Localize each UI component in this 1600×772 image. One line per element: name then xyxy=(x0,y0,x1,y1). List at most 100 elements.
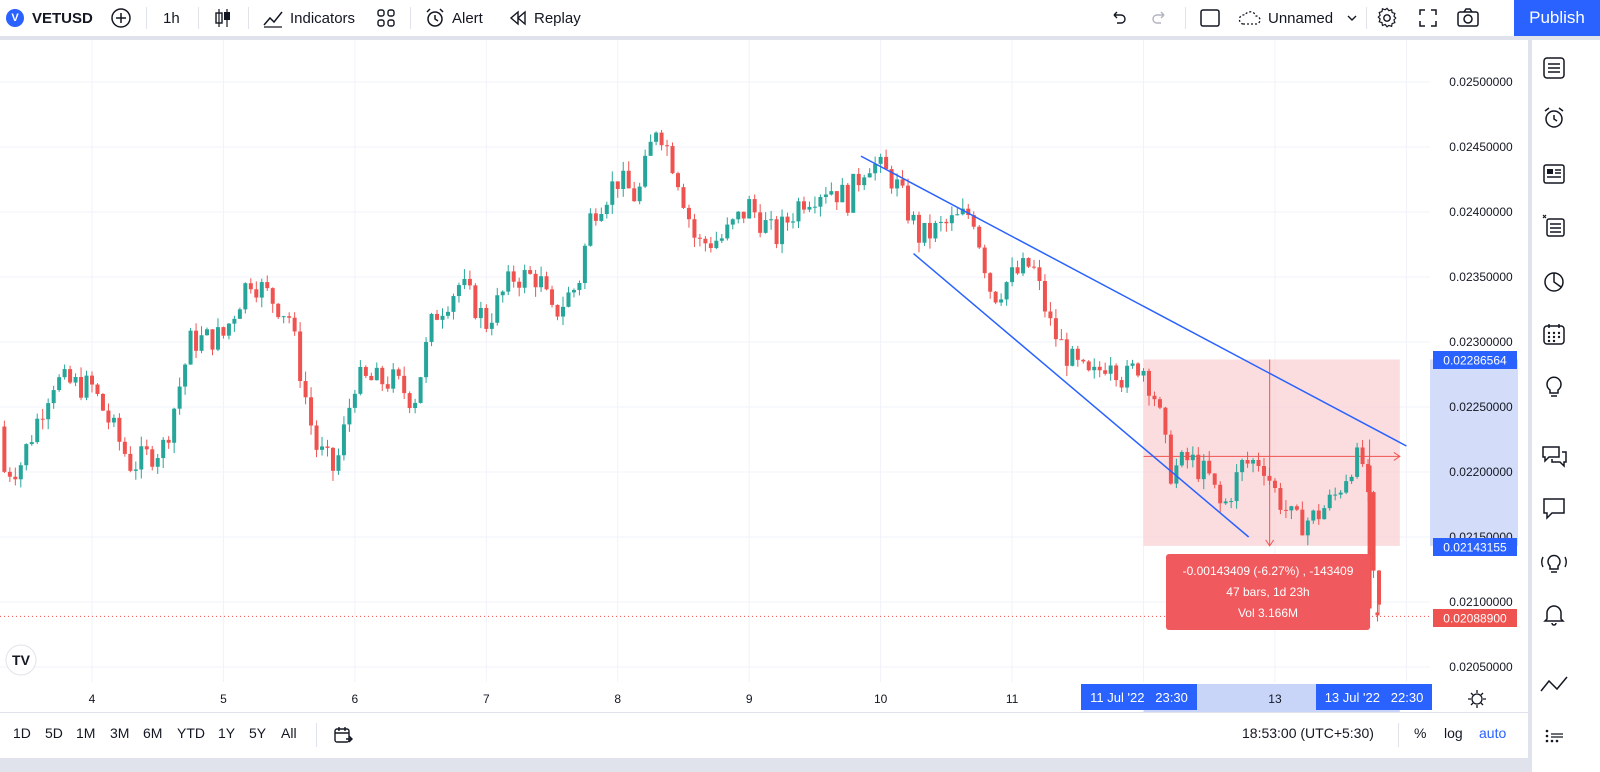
candle-body xyxy=(637,186,642,202)
last-price-label: 0.02088900 xyxy=(1433,609,1517,627)
candle-body xyxy=(1075,348,1080,360)
gear-icon[interactable] xyxy=(1376,0,1398,36)
candle-body xyxy=(889,169,894,189)
candle-body xyxy=(544,276,549,290)
candle xyxy=(593,208,598,226)
divider xyxy=(316,723,317,747)
compare-add-icon[interactable] xyxy=(110,0,132,36)
notifications-bell-icon[interactable] xyxy=(1538,598,1570,630)
range-5y[interactable]: 5Y xyxy=(249,725,267,741)
candle-body xyxy=(933,222,938,239)
range-6m[interactable]: 6M xyxy=(143,725,163,741)
candle xyxy=(1021,252,1026,276)
camera-icon[interactable] xyxy=(1456,0,1480,36)
percent-scale-toggle[interactable]: % xyxy=(1414,725,1427,741)
candle-body xyxy=(352,393,357,408)
alarm-clock-icon xyxy=(426,8,444,27)
expand-icon[interactable] xyxy=(1418,0,1438,36)
candle-body xyxy=(276,303,281,318)
tradingview-logo-icon[interactable]: TV xyxy=(5,644,37,676)
data-window-pie-icon[interactable] xyxy=(1538,266,1570,298)
layout-name: Unnamed xyxy=(1268,9,1334,27)
log-scale-toggle[interactable]: log xyxy=(1444,725,1463,741)
streams-lightbulb-icon[interactable] xyxy=(1538,546,1570,578)
candle xyxy=(363,365,368,379)
candle-body xyxy=(796,201,801,222)
candle-body xyxy=(445,311,450,316)
candle-body xyxy=(692,219,697,238)
interval-button[interactable]: 1h xyxy=(163,9,180,27)
candle-body xyxy=(248,283,253,290)
alert-button[interactable]: Alert xyxy=(424,0,483,36)
candle-body xyxy=(506,271,511,292)
layout-menu[interactable]: Unnamed xyxy=(1236,0,1359,36)
candle xyxy=(533,269,538,297)
price-chart[interactable]: 0.02500000 0.02450000 0.02400000 0.02350000… xyxy=(0,40,1528,712)
candle xyxy=(1070,345,1075,367)
candle-body xyxy=(281,316,286,318)
clock-timezone[interactable]: 18:53:00 (UTC+5:30) xyxy=(1242,725,1374,741)
alerts-clock-icon[interactable] xyxy=(1538,102,1570,134)
candle xyxy=(495,287,500,326)
candle-body xyxy=(555,304,560,317)
news-icon[interactable] xyxy=(1538,158,1570,190)
redo-icon[interactable] xyxy=(1150,0,1170,36)
candle-body xyxy=(122,441,127,454)
candle-body xyxy=(402,375,407,394)
candle xyxy=(949,206,954,232)
axis-settings-gear-icon[interactable] xyxy=(1468,690,1486,708)
candle-body xyxy=(719,238,724,241)
fullscreen-box-icon[interactable] xyxy=(1199,0,1221,36)
range-all[interactable]: All xyxy=(281,725,297,741)
candles-icon[interactable] xyxy=(212,0,234,36)
auto-scale-toggle[interactable]: auto xyxy=(1479,725,1507,741)
candle-body xyxy=(571,289,576,293)
vet-logo-icon: V xyxy=(6,9,24,27)
candle-body xyxy=(320,446,325,450)
candle xyxy=(604,201,609,219)
candle-body xyxy=(1021,258,1026,274)
candle-body xyxy=(199,335,204,351)
candle xyxy=(51,385,56,409)
range-1y[interactable]: 1Y xyxy=(218,725,236,741)
drawing-trend-icon[interactable] xyxy=(1538,668,1570,700)
candle-body xyxy=(938,221,943,223)
chat-bubble-icon[interactable] xyxy=(1538,492,1570,524)
candle xyxy=(489,313,494,336)
candle-body xyxy=(807,206,812,210)
undo-icon[interactable] xyxy=(1108,0,1128,36)
candle xyxy=(276,303,281,320)
candle-body xyxy=(1048,311,1053,319)
candle xyxy=(522,264,527,294)
range-start-time-label: 11 Jul '22 23:30 xyxy=(1081,684,1197,710)
range-3m[interactable]: 3M xyxy=(110,725,130,741)
object-tree-icon[interactable] xyxy=(1538,210,1570,242)
range-1d[interactable]: 1D xyxy=(13,725,31,741)
candle-body xyxy=(1234,472,1239,502)
symbol-search[interactable]: V VETUSD xyxy=(6,0,93,36)
indicators-button[interactable]: Indicators xyxy=(262,0,355,36)
candle-body xyxy=(221,327,226,336)
range-ytd[interactable]: YTD xyxy=(177,725,205,741)
candle xyxy=(292,312,297,336)
candle xyxy=(1305,517,1310,546)
candle xyxy=(1212,473,1217,489)
range-5d[interactable]: 5D xyxy=(45,725,63,741)
watchlist-icon[interactable] xyxy=(1538,52,1570,84)
chats-icon[interactable] xyxy=(1538,440,1570,472)
publish-button[interactable]: Publish xyxy=(1514,0,1600,36)
ideas-lightbulb-icon[interactable] xyxy=(1538,370,1570,402)
more-dots-icon[interactable] xyxy=(1538,720,1570,752)
templates-grid-icon[interactable] xyxy=(375,0,397,36)
range-1m[interactable]: 1M xyxy=(76,725,96,741)
candle xyxy=(1267,467,1272,486)
replay-button[interactable]: Replay xyxy=(508,0,581,36)
candle xyxy=(287,312,292,324)
candle xyxy=(851,173,856,214)
candle xyxy=(215,318,220,352)
candle-body xyxy=(670,146,675,174)
goto-date-icon[interactable] xyxy=(333,725,353,750)
divider xyxy=(146,7,147,29)
candle-body xyxy=(851,173,856,213)
calendar-icon[interactable] xyxy=(1538,318,1570,350)
